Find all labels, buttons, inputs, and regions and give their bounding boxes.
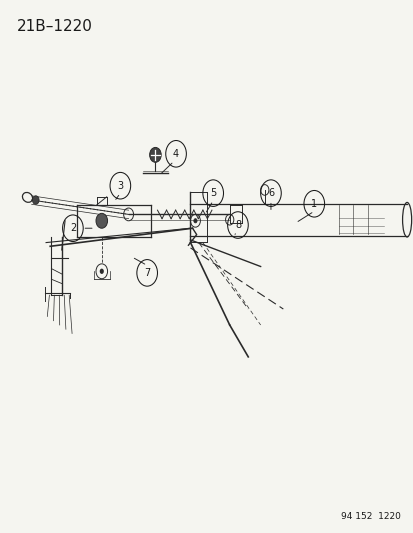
Text: 7: 7: [144, 268, 150, 278]
Text: 4: 4: [173, 149, 179, 159]
Text: 94 152  1220: 94 152 1220: [340, 512, 400, 521]
Text: 21B–1220: 21B–1220: [17, 19, 93, 34]
Circle shape: [149, 148, 161, 163]
Circle shape: [193, 219, 197, 223]
Circle shape: [96, 213, 107, 228]
Text: 8: 8: [234, 220, 240, 230]
Circle shape: [32, 196, 39, 204]
Text: 2: 2: [70, 223, 76, 233]
Circle shape: [100, 269, 104, 274]
Text: 3: 3: [117, 181, 123, 191]
Text: 5: 5: [209, 188, 216, 198]
Text: 1: 1: [311, 199, 317, 209]
Text: 6: 6: [267, 188, 273, 198]
